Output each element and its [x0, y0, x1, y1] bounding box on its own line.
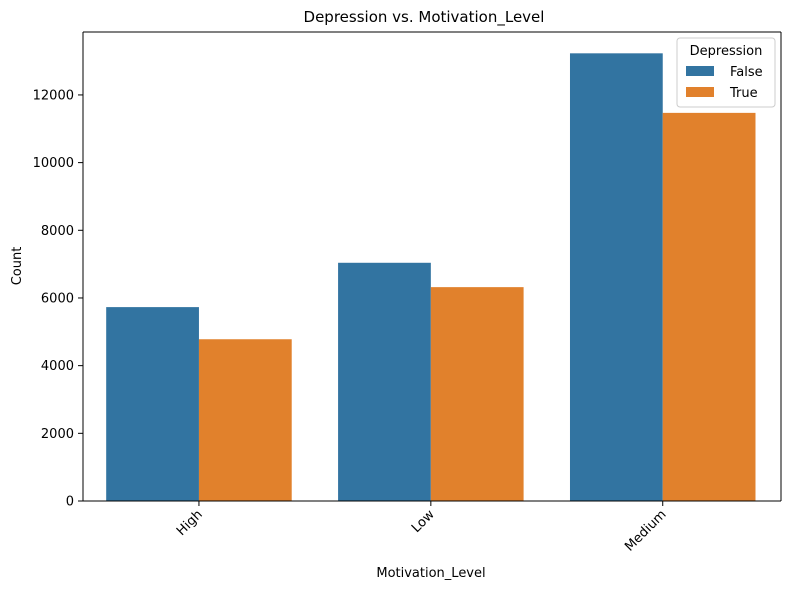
chart-title: Depression vs. Motivation_Level — [304, 8, 545, 27]
bar-low-false — [338, 262, 431, 501]
legend: Depression False True — [676, 37, 776, 108]
y-tick-label: 2000 — [41, 427, 74, 442]
legend-entries: False True — [686, 65, 763, 101]
y-axis-ticks: 0 2000 4000 6000 8000 10000 12000 — [33, 88, 83, 510]
legend-swatch-false — [686, 66, 714, 76]
axes-frame — [82, 31, 782, 502]
bars-layer — [106, 53, 756, 502]
legend-label-true: True — [729, 86, 758, 101]
bar-low-true — [430, 287, 524, 501]
bar-medium-true — [662, 112, 756, 502]
legend-label-false: False — [730, 65, 763, 80]
legend-title: Depression — [690, 44, 763, 59]
bar-high-true — [198, 339, 292, 501]
x-axis-label: Motivation_Level — [376, 566, 485, 581]
y-axis-label: Count — [10, 247, 25, 286]
bar-high-false — [106, 307, 199, 501]
y-tick-label: 8000 — [41, 224, 74, 239]
bar-medium-false — [569, 53, 663, 501]
y-tick-label: 12000 — [33, 88, 74, 103]
y-tick-label: 4000 — [41, 359, 74, 374]
legend-swatch-true — [686, 87, 714, 97]
y-tick-label: 10000 — [33, 156, 74, 171]
y-tick-label: 6000 — [41, 291, 74, 306]
y-tick-label: 0 — [66, 495, 74, 510]
